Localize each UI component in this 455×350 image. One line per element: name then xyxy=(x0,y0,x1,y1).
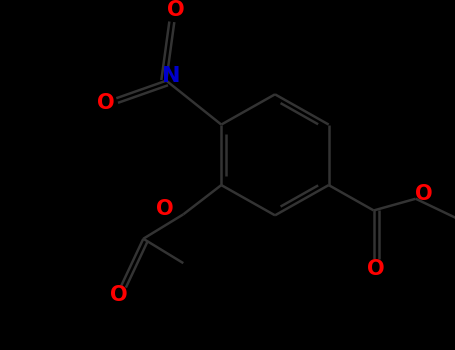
Text: N: N xyxy=(162,66,181,86)
Text: O: O xyxy=(97,93,115,113)
Text: O: O xyxy=(415,184,433,204)
Text: O: O xyxy=(111,285,128,305)
Text: O: O xyxy=(156,199,173,219)
Text: O: O xyxy=(167,0,185,20)
Text: O: O xyxy=(367,259,384,279)
